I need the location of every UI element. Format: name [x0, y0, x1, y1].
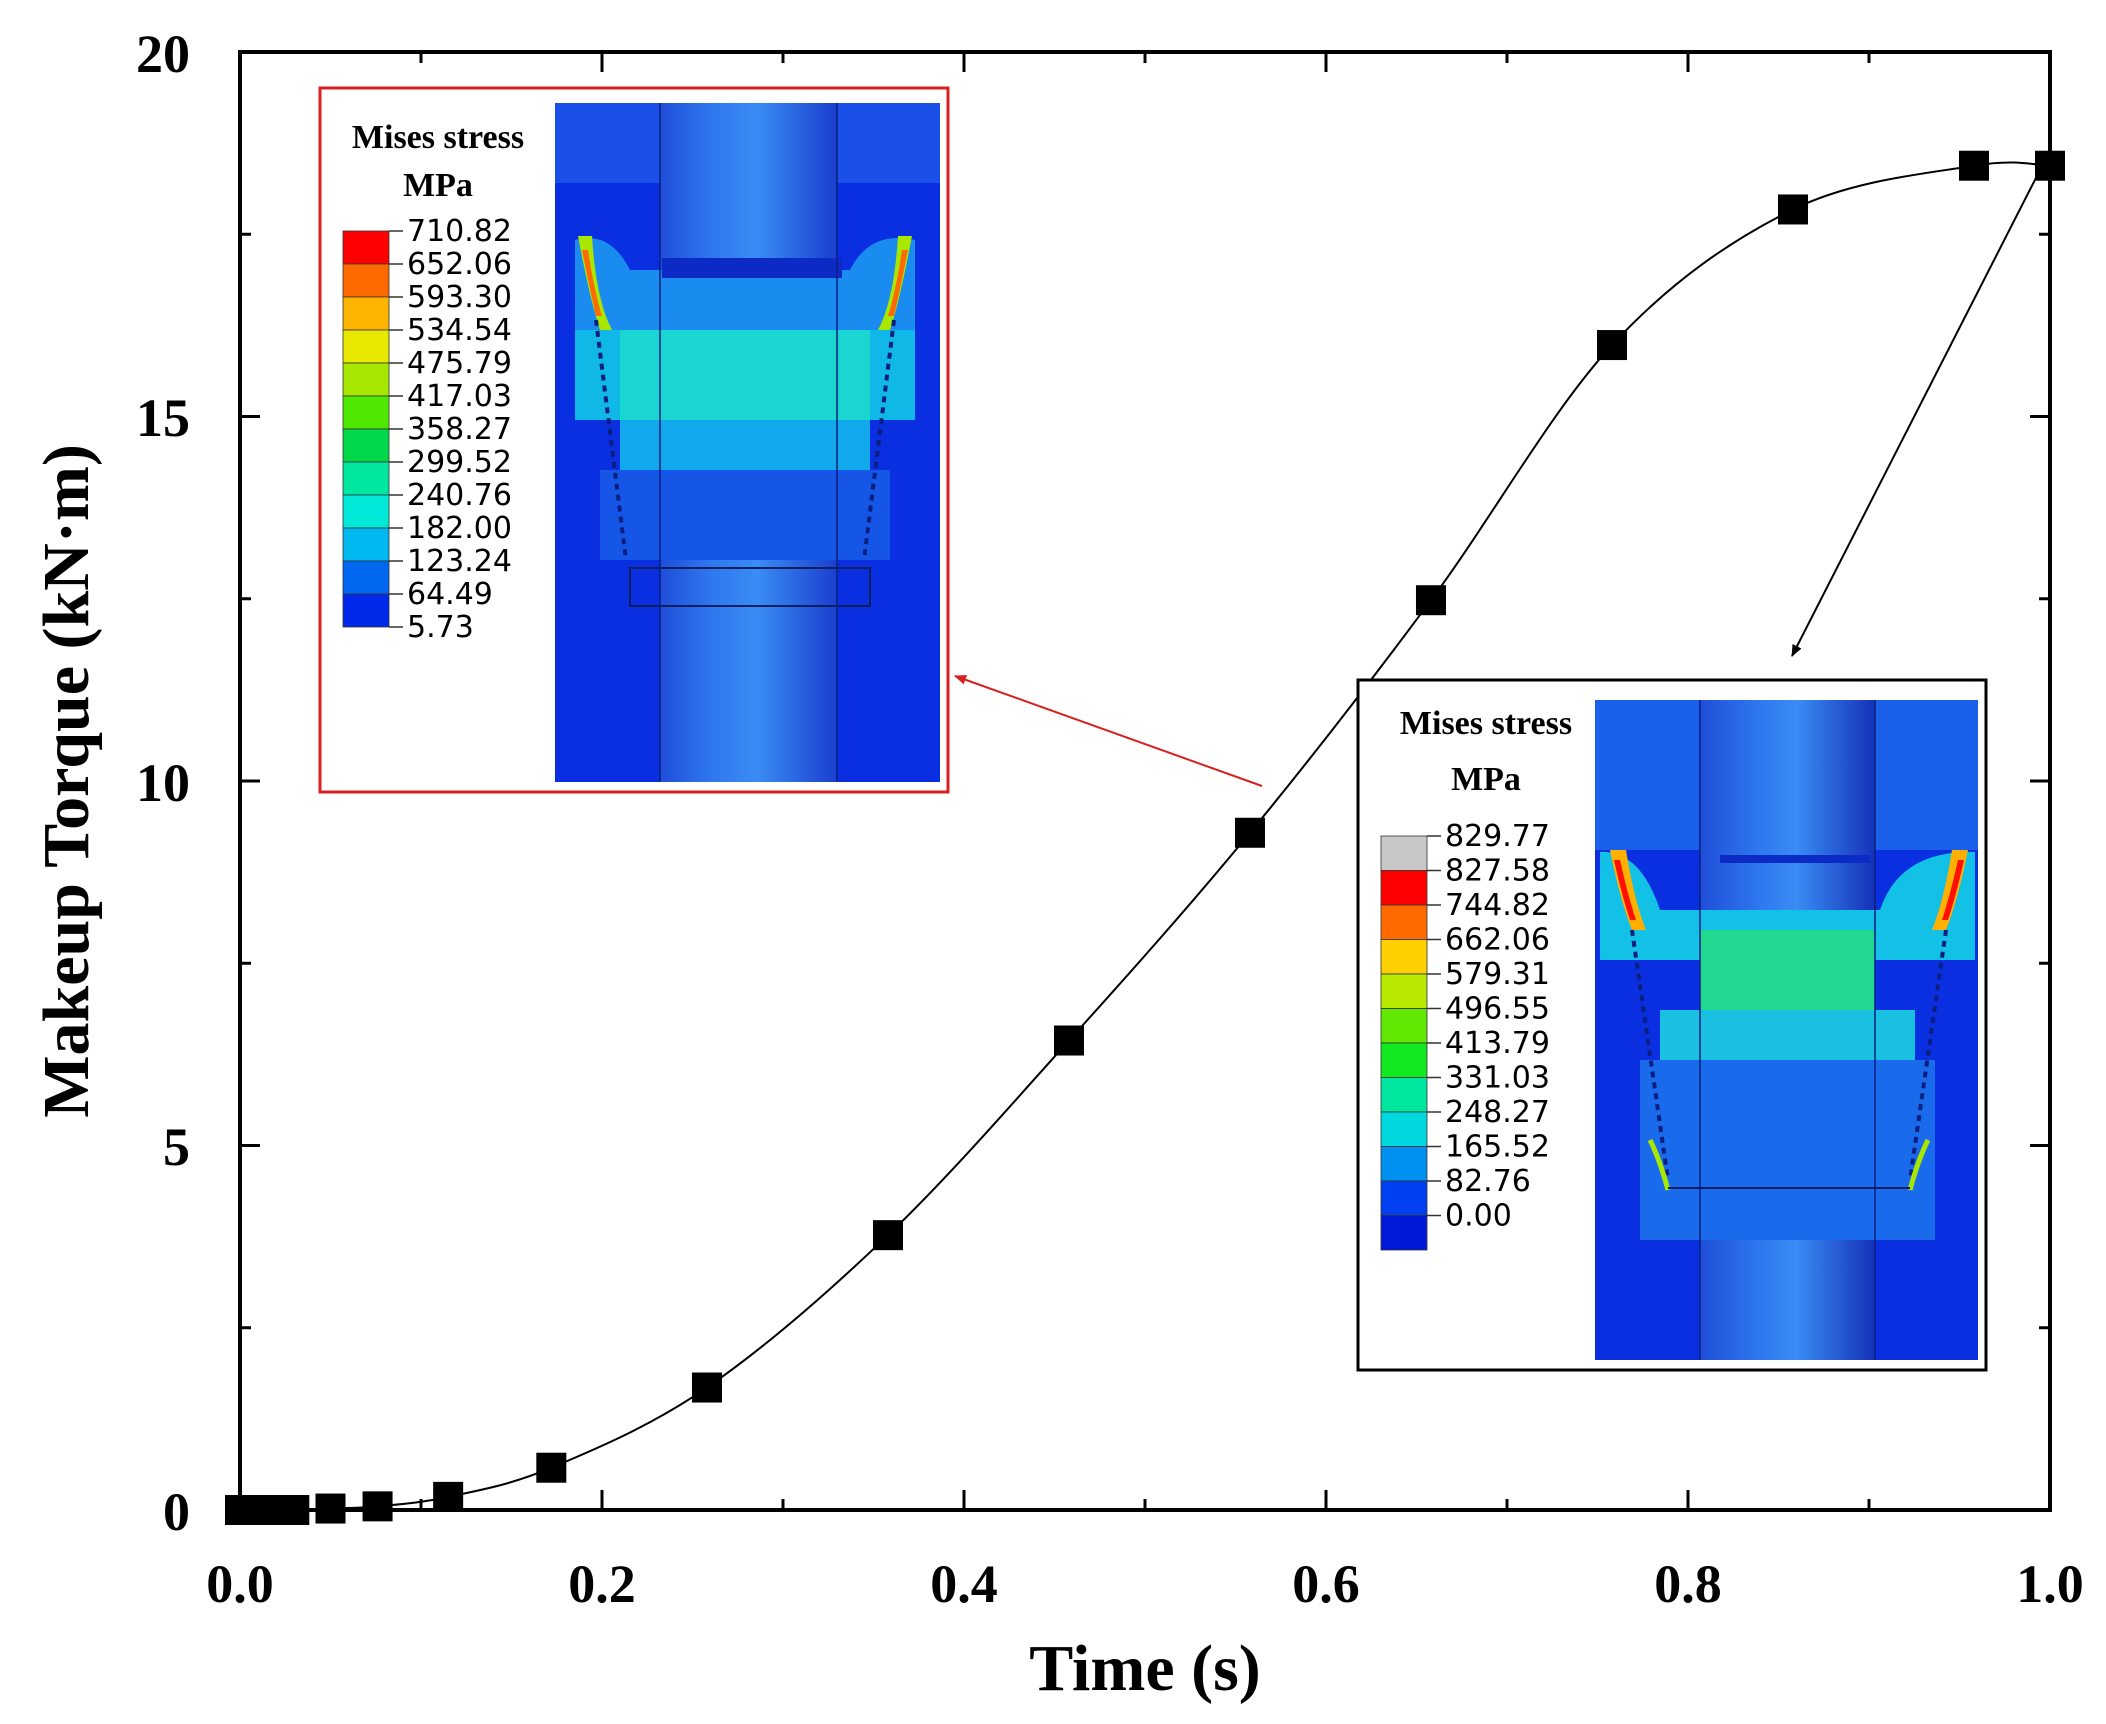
data-point-marker [872, 1220, 903, 1251]
legend-value: 240.76 [407, 478, 512, 513]
legend-swatch [342, 296, 390, 331]
legend-value: 475.79 [407, 346, 512, 381]
legend-swatch [342, 593, 390, 628]
legend-swatch [342, 560, 390, 595]
y-axis-title: Makeup Torque (kN·m) [30, 444, 103, 1118]
legend-swatch [342, 362, 390, 397]
data-point-marker [691, 1372, 722, 1403]
legend-value: 662.06 [1445, 923, 1550, 958]
y-tick-label: 5 [163, 1117, 190, 1177]
legend-value: 413.79 [1445, 1026, 1550, 1061]
inset-stress-plot-1: Mises stress MPa 710.82652.06593.30534.5… [318, 86, 950, 794]
legend-swatch [1380, 1008, 1428, 1044]
data-point-marker [536, 1452, 567, 1483]
y-tick-label: 15 [136, 388, 190, 448]
legend-value: 829.77 [1445, 819, 1550, 854]
legend-value: 182.00 [407, 511, 512, 546]
inset-legend-colorbar [1380, 835, 1428, 1251]
legend-swatch [1380, 1180, 1428, 1216]
legend-value: 331.03 [1445, 1061, 1550, 1096]
legend-value: 579.31 [1445, 957, 1550, 992]
legend-value: 358.27 [407, 412, 512, 447]
data-point-marker [1234, 817, 1265, 848]
legend-swatch [1380, 1111, 1428, 1147]
legend-value: 652.06 [407, 247, 512, 282]
x-tick-label: 0.0 [206, 1554, 274, 1614]
legend-value: 827.58 [1445, 854, 1550, 889]
fea-contour-image [555, 103, 940, 782]
inset-legend-colorbar [342, 230, 390, 628]
legend-value: 534.54 [407, 313, 512, 348]
inset-stress-plot-2: Mises stress MPa 829.77827.58744.82662.0… [1356, 678, 1988, 1372]
data-point-marker [1596, 330, 1627, 361]
legend-swatch [342, 527, 390, 562]
legend-swatch [342, 263, 390, 298]
legend-value: 123.24 [407, 544, 512, 579]
legend-swatch [1380, 1077, 1428, 1113]
inset-2-pointer-arrow [1791, 169, 2041, 657]
inset-legend-title: Mises stress [352, 119, 524, 156]
legend-value: 0.00 [1445, 1199, 1512, 1234]
legend-swatch [1380, 870, 1428, 906]
x-tick-label: 0.2 [568, 1554, 636, 1614]
legend-value: 593.30 [407, 280, 512, 315]
legend-swatch [342, 461, 390, 496]
legend-value: 82.76 [1445, 1164, 1531, 1199]
legend-swatch [1380, 1042, 1428, 1078]
x-tick-label: 1.0 [2016, 1554, 2084, 1614]
legend-swatch [342, 395, 390, 430]
legend-swatch [342, 329, 390, 364]
legend-value: 248.27 [1445, 1095, 1550, 1130]
inset-legend-values: 710.82652.06593.30534.54475.79417.03358.… [389, 214, 512, 645]
legend-value: 417.03 [407, 379, 512, 414]
legend-swatch [1380, 1146, 1428, 1182]
y-tick-label: 0 [163, 1482, 190, 1542]
legend-value: 496.55 [1445, 992, 1550, 1027]
x-axis-title: Time (s) [1029, 1632, 1261, 1705]
data-point-marker [1415, 585, 1446, 616]
fea-contour-image [1595, 700, 1978, 1360]
data-point-marker [315, 1493, 346, 1524]
legend-value: 5.73 [407, 610, 474, 645]
axis-ticks [238, 50, 2052, 1512]
legend-value: 710.82 [407, 214, 512, 249]
x-tick-label: 0.6 [1292, 1554, 1360, 1614]
inset-legend-unit: MPa [1451, 761, 1521, 798]
y-tick-label: 20 [136, 24, 190, 84]
legend-swatch [342, 494, 390, 529]
x-tick-label: 0.8 [1654, 1554, 1722, 1614]
data-point-marker [1053, 1025, 1084, 1056]
legend-swatch [1380, 939, 1428, 975]
legend-value: 744.82 [1445, 888, 1550, 923]
series-markers [225, 150, 2065, 1525]
data-point-marker [362, 1491, 393, 1522]
inset-legend-unit: MPa [403, 167, 473, 204]
x-tick-label: 0.4 [930, 1554, 998, 1614]
legend-swatch [1380, 835, 1428, 871]
legend-swatch [342, 230, 390, 265]
legend-value: 165.52 [1445, 1130, 1550, 1165]
y-tick-label: 10 [136, 753, 190, 813]
data-point-marker [1777, 194, 1808, 225]
data-point-marker [279, 1495, 310, 1525]
data-point-marker [1958, 150, 1989, 181]
data-point-marker [433, 1481, 464, 1512]
data-point-marker [2035, 150, 2065, 181]
inset-legend-title: Mises stress [1400, 705, 1572, 742]
legend-value: 299.52 [407, 445, 512, 480]
legend-swatch [342, 428, 390, 463]
legend-value: 64.49 [407, 577, 493, 612]
legend-swatch [1380, 904, 1428, 940]
inset-1-pointer-arrow [954, 675, 1263, 787]
legend-swatch [1380, 973, 1428, 1009]
legend-swatch [1380, 1215, 1428, 1251]
inset-legend-values: 829.77827.58744.82662.06579.31496.55413.… [1427, 819, 1550, 1234]
